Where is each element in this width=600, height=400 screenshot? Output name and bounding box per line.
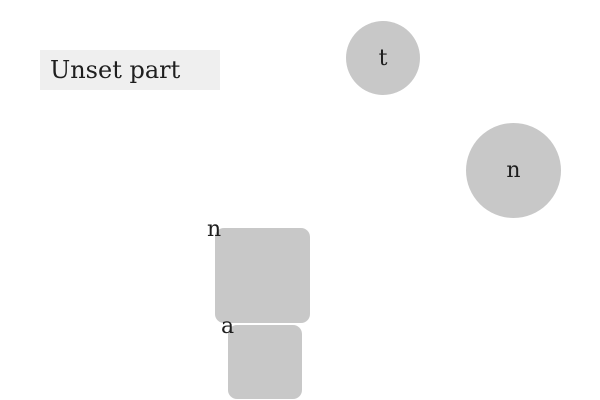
letter-square-a-label: a — [221, 314, 235, 339]
letter-square-n[interactable] — [215, 228, 310, 323]
letter-circle-t[interactable]: t — [346, 21, 420, 95]
letter-circle-t-text: t — [378, 45, 388, 71]
unset-part-label: Unset part — [40, 50, 220, 90]
letter-square-a[interactable] — [228, 325, 302, 399]
letter-circle-n-text: n — [506, 158, 521, 183]
letter-square-n-label: n — [207, 217, 222, 242]
letter-circle-n[interactable]: n — [466, 123, 561, 218]
unset-part-text: Unset part — [50, 56, 181, 84]
